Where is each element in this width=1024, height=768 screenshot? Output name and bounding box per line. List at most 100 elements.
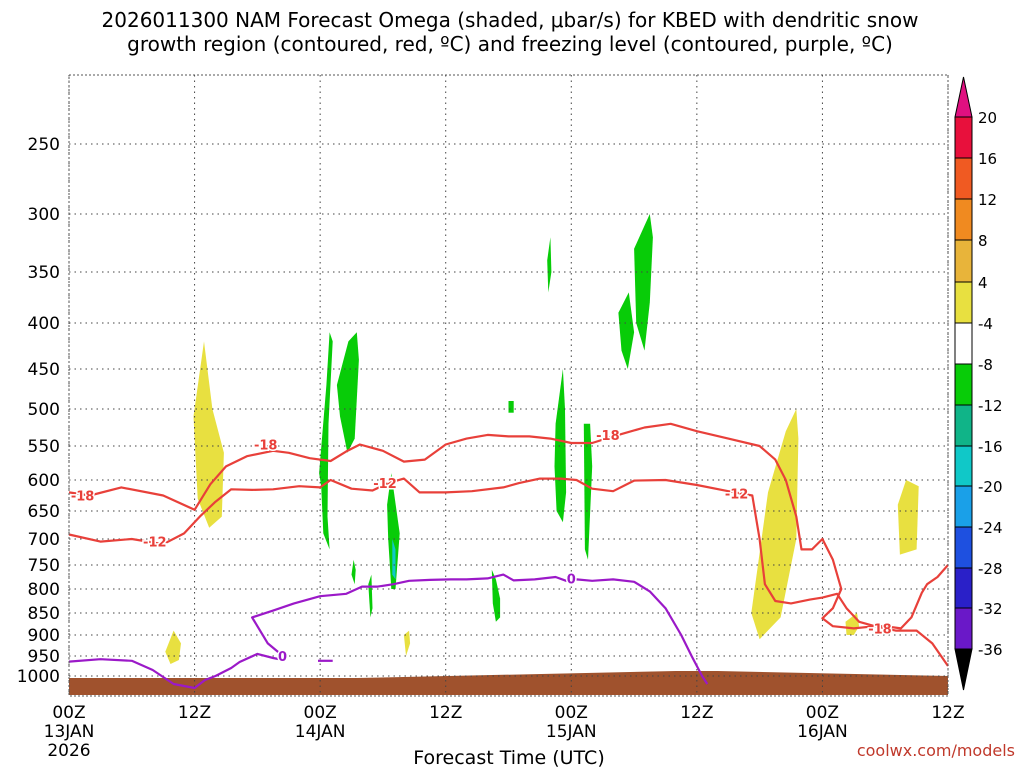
contour-label-extra-3: -12 xyxy=(373,477,397,492)
colorbar-level-label: -28 xyxy=(978,560,1003,578)
omega-region-up-3 xyxy=(392,539,396,580)
colorbar-level-label: -12 xyxy=(978,397,1003,415)
colorbar-level-label: -32 xyxy=(978,600,1003,618)
colorbar-arrow-top xyxy=(954,76,973,118)
y-tick-label: 500 xyxy=(28,400,60,420)
ground-surface xyxy=(69,678,948,695)
colorbar-level-label: -16 xyxy=(978,438,1003,456)
y-tick-label: 800 xyxy=(28,580,60,600)
contour-label-extra-0: -18 xyxy=(254,439,278,454)
title-line-1: 2026011300 NAM Forecast Omega (shaded, μ… xyxy=(102,8,919,32)
colorbar-level-label: -36 xyxy=(978,641,1003,659)
credit-text: coolwx.com/models xyxy=(857,741,1015,760)
x-tick-date: 14JAN xyxy=(295,722,346,742)
x-tick-date: 13JAN xyxy=(44,722,95,742)
colorbar-swatch xyxy=(954,485,973,528)
colorbar-level-label: -20 xyxy=(978,478,1003,496)
colorbar-swatch xyxy=(954,567,973,609)
colorbar-level-label: 8 xyxy=(978,232,988,250)
colorbar-level-label: 4 xyxy=(978,274,988,292)
colorbar-swatch xyxy=(954,607,973,650)
contour-label-extra-5: 0 xyxy=(567,572,576,587)
omega-region-up-4 xyxy=(351,559,356,585)
x-tick-label: 12Z xyxy=(931,703,964,723)
y-tick-label: 850 xyxy=(28,604,60,624)
x-axis-label: Forecast Time (UTC) xyxy=(413,747,604,768)
x-tick-label: 00Z xyxy=(806,703,839,723)
omega-region-down-13 xyxy=(193,341,224,528)
colorbar: 20 16 12 8 4 -4 -8 -12 -16 -20 -24 -28 -32 -36 xyxy=(954,76,1003,691)
contour-label-extra-4: -12 xyxy=(725,488,749,503)
x-tick-label: 00Z xyxy=(555,703,588,723)
contour-freezing-0 xyxy=(68,573,709,690)
y-tick-label: 950 xyxy=(28,647,60,667)
omega-region-down-16 xyxy=(751,409,799,640)
colorbar-swatch xyxy=(954,363,973,406)
x-tick-date: 16JAN xyxy=(797,722,848,742)
contour-label-dgz-minus12: -12 xyxy=(143,536,167,551)
x-tick-year: 2026 xyxy=(47,741,90,761)
colorbar-swatch xyxy=(954,239,973,283)
omega-region-up-8 xyxy=(583,423,593,560)
x-tick-label: 00Z xyxy=(52,703,85,723)
colorbar-arrow-bottom xyxy=(954,648,973,691)
x-tick-label: 12Z xyxy=(429,703,462,723)
colorbar-level-label: 20 xyxy=(978,109,997,127)
y-tick-label: 300 xyxy=(28,205,60,225)
omega-region-down-15 xyxy=(403,630,411,656)
colorbar-level-label: 12 xyxy=(978,191,997,209)
colorbar-level-label: -8 xyxy=(978,356,993,374)
contour-label-extra-2: -18 xyxy=(868,622,892,637)
contour-dgz-minus12 xyxy=(68,477,949,630)
y-tick-label: 700 xyxy=(28,530,60,550)
colorbar-level-label: -24 xyxy=(978,519,1003,537)
colorbar-level-label: 16 xyxy=(978,150,997,168)
contour-label-freezing-0: 0 xyxy=(278,650,287,665)
y-tick-label: 750 xyxy=(28,556,60,576)
omega-region-up-5 xyxy=(368,574,373,618)
omega-region-up-10 xyxy=(634,214,653,351)
omega-region-up-12 xyxy=(508,401,514,413)
y-tick-label: 550 xyxy=(28,437,60,457)
omega-region-up-1 xyxy=(336,332,359,453)
x-tick-label: 12Z xyxy=(178,703,211,723)
y-tick-label: 650 xyxy=(28,502,60,522)
y-tick-label: 900 xyxy=(28,626,60,646)
colorbar-level-label: -4 xyxy=(978,315,993,333)
omega-region-up-6 xyxy=(554,369,567,523)
colorbar-swatch xyxy=(954,281,973,324)
contour-label-dgz-minus18: -18 xyxy=(71,490,95,505)
contour-dgz-minus18 xyxy=(68,422,949,667)
colorbar-swatch xyxy=(954,526,973,569)
colorbar-swatch xyxy=(954,322,973,365)
colorbar-swatch xyxy=(954,116,973,159)
omega-shading-layer xyxy=(165,214,919,664)
y-tick-label: 250 xyxy=(28,135,60,155)
colorbar-swatch xyxy=(954,198,973,241)
omega-region-up-2 xyxy=(387,473,400,589)
y-tick-label: 1000 xyxy=(17,667,60,687)
colorbar-swatch xyxy=(954,445,973,487)
terrain-bump xyxy=(69,671,948,680)
y-tick-label: 450 xyxy=(28,360,60,380)
colorbar-swatch xyxy=(954,404,973,447)
contour-label-extra-1: -18 xyxy=(596,429,620,444)
x-tick-label: 00Z xyxy=(304,703,337,723)
y-tick-label: 400 xyxy=(28,314,60,334)
omega-region-up-11 xyxy=(547,237,552,293)
y-tick-label: 350 xyxy=(28,263,60,283)
ground-layer xyxy=(69,671,948,695)
contour-layer: -12 -18 0 -18 -18 -18 -12 -12 0 xyxy=(68,422,949,690)
omega-region-down-17 xyxy=(845,613,860,635)
omega-region-up-9 xyxy=(618,292,635,369)
y-axis-ticks: 2503003504004505005506006507007508008509… xyxy=(17,135,60,687)
x-tick-label: 12Z xyxy=(680,703,713,723)
x-tick-date: 15JAN xyxy=(546,722,597,742)
omega-region-up-7 xyxy=(491,569,501,622)
omega-region-down-18 xyxy=(897,480,919,555)
plot-frame xyxy=(68,74,949,697)
y-tick-label: 600 xyxy=(28,471,60,491)
title-line-2: growth region (contoured, red, ºC) and f… xyxy=(127,32,893,56)
